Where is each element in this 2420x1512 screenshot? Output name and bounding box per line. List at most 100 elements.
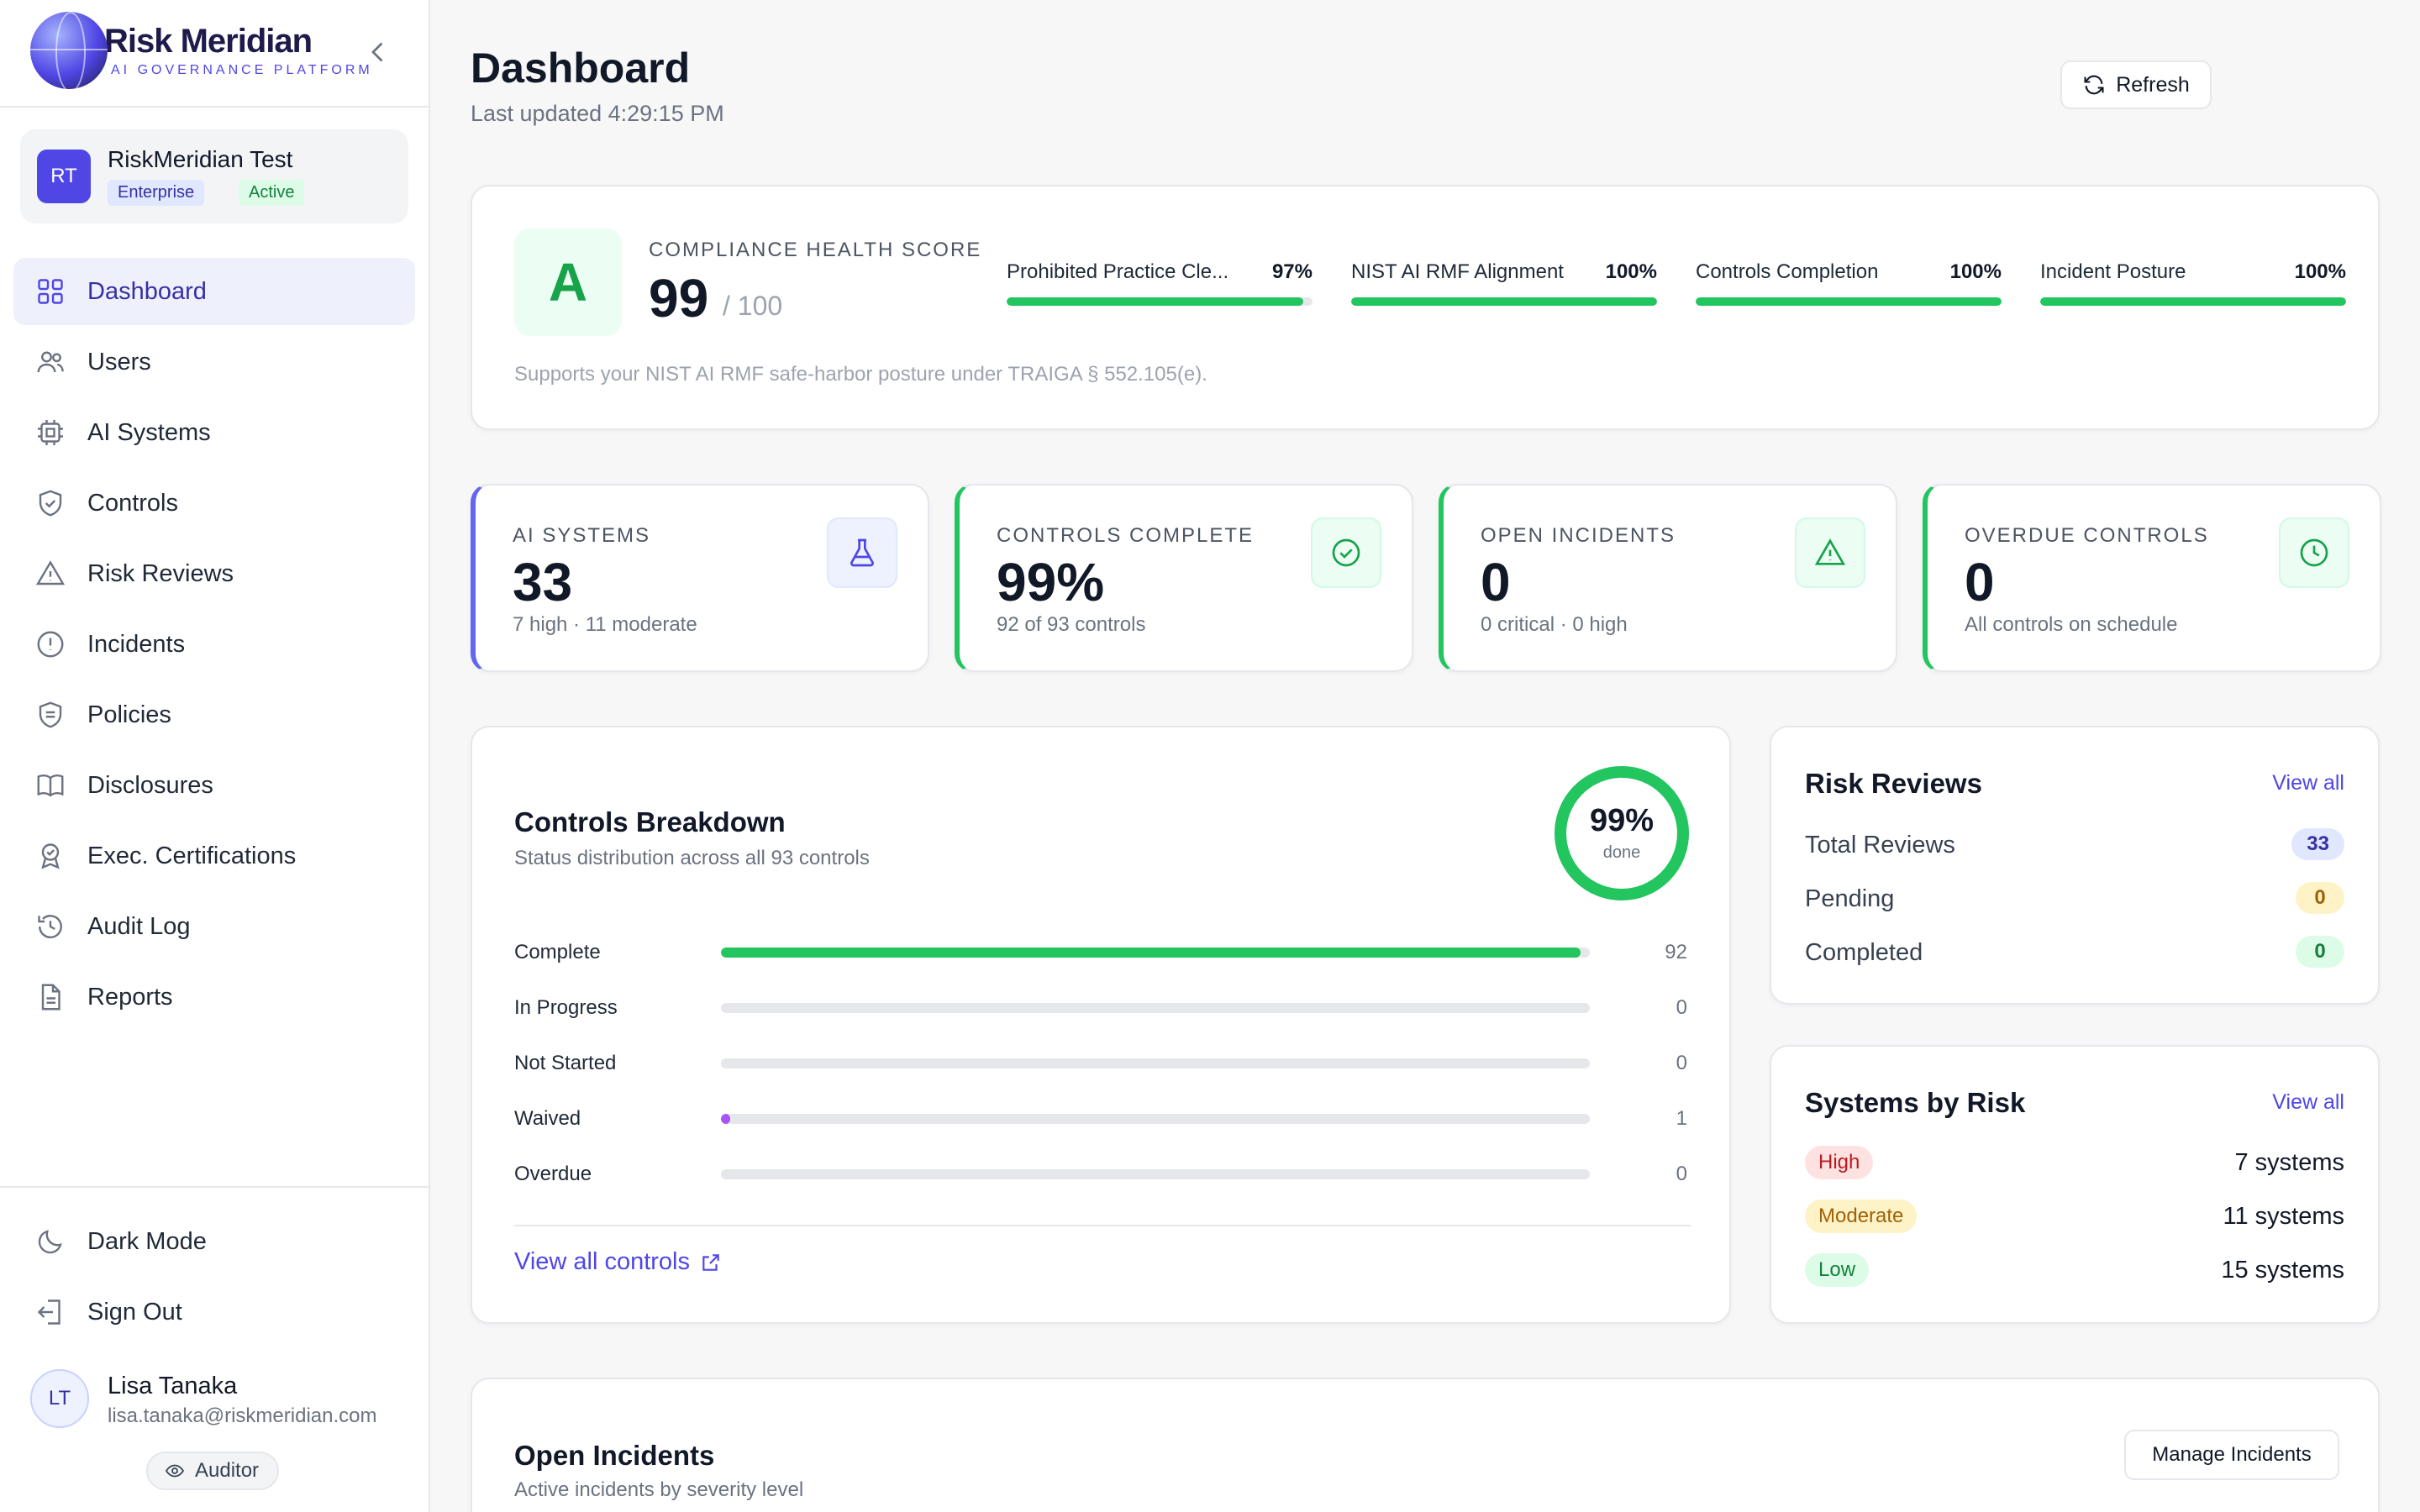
history-icon bbox=[38, 915, 62, 938]
external-link-icon bbox=[702, 1253, 719, 1271]
warning-icon bbox=[35, 560, 66, 585]
dark-mode-toggle[interactable]: Dark Mode bbox=[13, 1208, 415, 1275]
stat-label: OPEN INCIDENTS bbox=[1481, 524, 1676, 547]
nav-item-ai-systems[interactable]: AI Systems bbox=[13, 399, 415, 466]
card-divider bbox=[514, 1225, 1691, 1226]
systems-by-risk-card: Systems by Risk View all High 7 systems … bbox=[1770, 1045, 2380, 1324]
health-score-label: COMPLIANCE HEALTH SCORE bbox=[649, 239, 982, 261]
completion-donut: 99% done bbox=[1553, 764, 1691, 902]
status-bar bbox=[721, 948, 1590, 958]
status-label: Overdue bbox=[514, 1163, 592, 1185]
nav-item-disclosures[interactable]: Disclosures bbox=[13, 752, 415, 819]
status-count: 0 bbox=[1676, 1163, 1687, 1185]
stat-value: 0 bbox=[1965, 552, 1995, 612]
stat-value: 33 bbox=[513, 552, 573, 612]
refresh-label: Refresh bbox=[2116, 72, 2190, 97]
sidebar-divider bbox=[0, 106, 429, 108]
brand-name: Risk Meridian bbox=[104, 23, 313, 60]
count-badge: 33 bbox=[2291, 828, 2344, 860]
nav-label: Policies bbox=[87, 701, 171, 728]
page-title: Dashboard bbox=[471, 45, 691, 92]
nav-item-risk-reviews[interactable]: Risk Reviews bbox=[13, 540, 415, 607]
count-badge: 0 bbox=[2296, 882, 2344, 914]
role-badge: Auditor bbox=[146, 1452, 280, 1490]
donut-label: done bbox=[1602, 843, 1641, 862]
status-count: 0 bbox=[1676, 996, 1687, 1019]
open-incidents-card: Open Incidents Active incidents by sever… bbox=[471, 1378, 2380, 1512]
nav-label: Exec. Certifications bbox=[87, 842, 297, 869]
health-note: Supports your NIST AI RMF safe-harbor po… bbox=[514, 363, 1207, 386]
status-bar bbox=[721, 1169, 1590, 1179]
refresh-button[interactable]: Refresh bbox=[2060, 60, 2212, 109]
eye-icon bbox=[165, 1464, 185, 1478]
card-title: Controls Breakdown bbox=[514, 806, 786, 837]
stat-card-overdue-controls[interactable]: OVERDUE CONTROLS 0 All controls on sched… bbox=[1923, 484, 2381, 672]
shield-check-icon bbox=[39, 490, 62, 517]
nav-item-policies[interactable]: Policies bbox=[13, 681, 415, 748]
status-bar-fill bbox=[721, 1114, 731, 1124]
sign-out-button[interactable]: Sign Out bbox=[13, 1278, 415, 1346]
metric-value: 100% bbox=[2294, 260, 2346, 283]
status-bar bbox=[721, 1114, 1590, 1124]
risk-reviews-view-all-link[interactable]: View all bbox=[2272, 771, 2344, 795]
status-count: 0 bbox=[1676, 1052, 1687, 1074]
controls-breakdown-card: Controls Breakdown Status distribution a… bbox=[471, 726, 1731, 1324]
risk-level-badge: Moderate bbox=[1805, 1200, 1918, 1233]
systems-view-all-link[interactable]: View all bbox=[2272, 1090, 2344, 1114]
metric-bar bbox=[1007, 297, 1313, 306]
metric-bar bbox=[1696, 297, 2002, 306]
status-badge: Active bbox=[239, 180, 305, 206]
status-label: Not Started bbox=[514, 1052, 617, 1074]
brand-tagline: AI GOVERNANCE PLATFORM bbox=[111, 63, 373, 77]
status-label: Complete bbox=[514, 941, 601, 963]
metric-value: 97% bbox=[1271, 260, 1313, 283]
stat-value: 0 bbox=[1481, 552, 1511, 612]
warning-icon bbox=[1795, 517, 1865, 588]
stat-card-controls-complete[interactable]: CONTROLS COMPLETE 99% 92 of 93 controls bbox=[955, 484, 1413, 672]
nav-item-users[interactable]: Users bbox=[13, 328, 415, 396]
alert-circle-icon bbox=[37, 631, 64, 658]
collapse-sidebar-button[interactable] bbox=[363, 37, 393, 67]
stat-subtext: All controls on schedule bbox=[1965, 613, 2178, 636]
nav-item-controls[interactable]: Controls bbox=[13, 470, 415, 537]
status-bar bbox=[721, 1003, 1590, 1013]
brand-logo[interactable]: Risk Meridian AI GOVERNANCE PLATFORM bbox=[30, 12, 373, 89]
risk-reviews-card: Risk Reviews View all Total Reviews 33 P… bbox=[1770, 726, 2380, 1005]
nav-item-incidents[interactable]: Incidents bbox=[13, 611, 415, 678]
user-email: lisa.tanaka@riskmeridian.com bbox=[108, 1404, 377, 1427]
stat-card-open-incidents[interactable]: OPEN INCIDENTS 0 0 critical · 0 high bbox=[1439, 484, 1897, 672]
user-avatar[interactable]: LT bbox=[30, 1369, 89, 1428]
nav-label: Controls bbox=[87, 489, 178, 517]
card-title: Open Incidents bbox=[514, 1440, 715, 1471]
sign-out-label: Sign Out bbox=[87, 1298, 182, 1326]
moon-icon bbox=[38, 1230, 62, 1254]
card-title: Risk Reviews bbox=[1805, 768, 1982, 799]
nav-item-audit-log[interactable]: Audit Log bbox=[13, 893, 415, 960]
view-all-controls-link[interactable]: View all controls bbox=[514, 1248, 722, 1276]
nav-label: AI Systems bbox=[87, 418, 211, 446]
stat-card-ai-systems[interactable]: AI SYSTEMS 33 7 high · 11 moderate bbox=[471, 484, 929, 672]
review-stat-label: Pending bbox=[1805, 885, 1895, 912]
organization-card[interactable]: RT RiskMeridian Test Enterprise Active bbox=[20, 129, 408, 223]
sidebar-footer-divider bbox=[0, 1186, 429, 1188]
stat-subtext: 0 critical · 0 high bbox=[1481, 613, 1628, 636]
nav-item-dashboard[interactable]: Dashboard bbox=[13, 258, 415, 325]
metric-value: 100% bbox=[1605, 260, 1657, 283]
link-label: View all controls bbox=[514, 1248, 691, 1275]
card-subtitle: Active incidents by severity level bbox=[514, 1478, 804, 1501]
nav-label: Dashboard bbox=[87, 277, 207, 305]
nav-label: Reports bbox=[87, 983, 173, 1011]
sign-out-icon bbox=[37, 1299, 60, 1325]
nav-item-exec-certifications[interactable]: Exec. Certifications bbox=[13, 822, 415, 890]
system-count: 11 systems bbox=[2223, 1203, 2344, 1230]
chevron-left-icon bbox=[371, 42, 383, 62]
stat-subtext: 7 high · 11 moderate bbox=[513, 613, 697, 636]
cpu-icon bbox=[38, 420, 63, 445]
award-icon bbox=[41, 843, 60, 869]
shield-doc-icon bbox=[39, 701, 62, 728]
nav-item-reports[interactable]: Reports bbox=[13, 963, 415, 1031]
nav-label: Risk Reviews bbox=[87, 559, 234, 587]
manage-incidents-button[interactable]: Manage Incidents bbox=[2124, 1430, 2339, 1480]
refresh-icon bbox=[2084, 75, 2104, 95]
sidebar: Risk Meridian AI GOVERNANCE PLATFORM RT … bbox=[0, 0, 430, 1512]
